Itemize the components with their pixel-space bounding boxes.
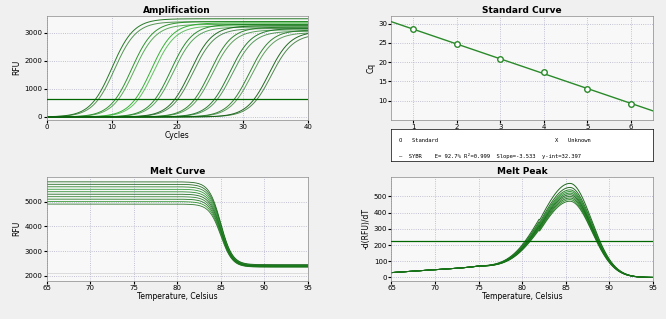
X-axis label: Log Starting Quantity: Log Starting Quantity [481, 131, 563, 140]
X-axis label: Temperature, Celsius: Temperature, Celsius [482, 292, 562, 301]
Title: Melt Peak: Melt Peak [497, 167, 547, 176]
X-axis label: Temperature, Celsius: Temperature, Celsius [137, 292, 218, 301]
Y-axis label: RFU: RFU [13, 60, 22, 76]
X-axis label: Cycles: Cycles [165, 131, 190, 140]
Title: Melt Curve: Melt Curve [150, 167, 205, 176]
Title: Standard Curve: Standard Curve [482, 6, 562, 15]
Y-axis label: Cq: Cq [366, 63, 376, 73]
Y-axis label: -d(RFU)/dT: -d(RFU)/dT [362, 208, 371, 249]
Text: O   Standard                                    X   Unknown: O Standard X Unknown [400, 138, 591, 143]
Title: Amplification: Amplification [143, 6, 211, 15]
Text: —  SYBR    E= 92.7% R²=0.999  Slope=-3.533  y-int=32.397: — SYBR E= 92.7% R²=0.999 Slope=-3.533 y-… [400, 153, 581, 159]
Y-axis label: RFU: RFU [13, 221, 22, 236]
